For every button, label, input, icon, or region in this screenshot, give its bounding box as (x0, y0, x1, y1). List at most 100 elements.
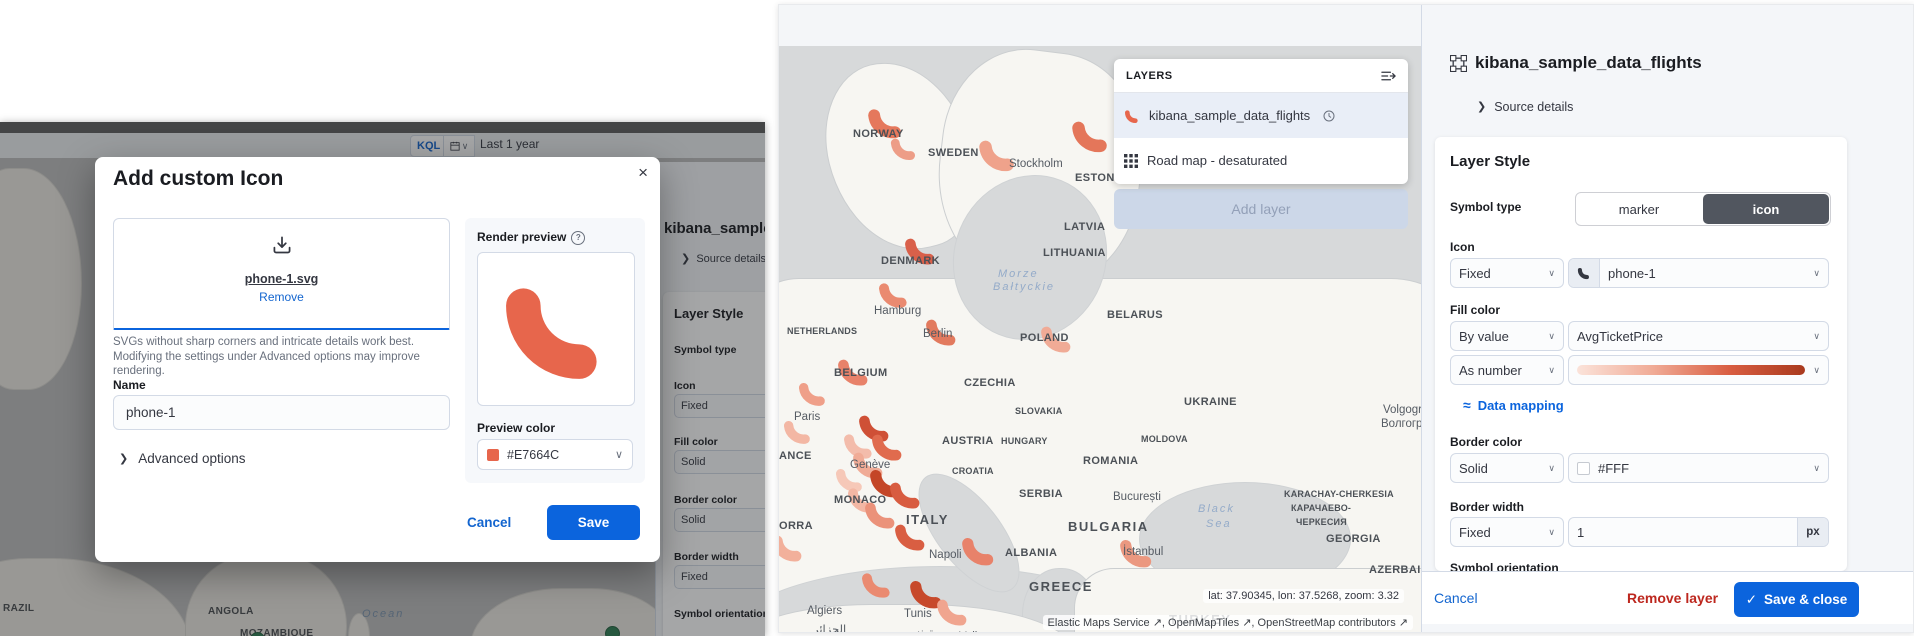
color-ramp-select[interactable]: ∨ (1568, 355, 1829, 385)
remove-file-link[interactable]: Remove (259, 290, 304, 304)
left-border-width-label: Border width (674, 551, 739, 563)
segment-marker[interactable]: marker (1618, 201, 1660, 217)
map-label: Tunis (904, 608, 932, 620)
left-layer-style-heading: Layer Style (674, 306, 744, 321)
map-label: NORWAY (853, 128, 904, 140)
map-label: KARACHAY-CHERKESIA (1284, 489, 1394, 499)
segment-icon[interactable]: icon (1703, 194, 1829, 224)
time-range-label[interactable]: Last 1 year (480, 137, 540, 151)
border-width-input[interactable]: 1 px (1568, 517, 1829, 547)
phone-marker (978, 134, 1018, 179)
left-border-width-select[interactable]: Fixed∨ (674, 565, 765, 589)
modal-save-button[interactable]: Save (547, 505, 640, 540)
phone-marker (835, 464, 865, 499)
map-label: MOLDOVA (1141, 434, 1188, 444)
map-label: CZECHIA (964, 377, 1016, 389)
uploaded-file-link[interactable]: phone-1.svg (244, 272, 319, 286)
save-and-close-button[interactable]: ✓ Save & close (1734, 582, 1859, 617)
modal-cancel-button[interactable]: Cancel (467, 515, 512, 530)
preview-color-label: Preview color (477, 421, 556, 435)
flyout-title: kibana_sample_data_flights (1450, 53, 1702, 73)
map-label: HUNGARY (1001, 436, 1048, 446)
phone-marker (867, 103, 905, 146)
map-label: SWEDEN (928, 147, 979, 159)
white-swatch (1577, 461, 1590, 475)
phone-marker (779, 530, 805, 569)
symbol-type-segmented-control[interactable]: marker icon (1575, 192, 1831, 226)
border-width-mode-select[interactable]: Fixed ∨ (1450, 517, 1564, 547)
phone-marker (894, 519, 928, 558)
map-label: BULGARIA (1068, 519, 1149, 534)
phone-marker (936, 594, 970, 632)
collapse-panel-icon[interactable] (1381, 70, 1396, 82)
source-details-toggle[interactable]: ❯ Source details (1477, 100, 1574, 114)
remove-layer-button[interactable]: Remove layer (1627, 590, 1719, 606)
border-color-select[interactable]: #FFF ∨ (1568, 453, 1829, 483)
map-label: BELARUS (1107, 309, 1163, 321)
left-border-select[interactable]: Solid∨ (674, 508, 765, 532)
map-coordinates-readout: lat: 37.90345, lon: 37.5268, zoom: 3.32 (1203, 589, 1404, 603)
preview-color-select[interactable]: #E7664C ∨ (477, 439, 633, 470)
phone-marker (878, 278, 910, 315)
map-label: UKRAINE (1184, 396, 1237, 408)
map-label: Black (1198, 503, 1235, 515)
map-label: AZERBAIJA (1369, 564, 1421, 576)
map-attribution[interactable]: Elastic Maps Service ↗, OpenMapTiles ↗, … (1042, 615, 1413, 630)
layer-settings-flyout: kibana_sample_data_flights ❯ Source detai… (1421, 5, 1913, 632)
close-icon[interactable]: × (638, 163, 648, 182)
fill-format-select[interactable]: As number ∨ (1450, 355, 1564, 385)
help-icon[interactable]: ? (571, 230, 586, 245)
flyout-cancel-button[interactable]: Cancel (1434, 590, 1478, 606)
flyout-footer: Cancel Remove layer ✓ Save & close (1422, 571, 1913, 624)
map-label: Berlin (923, 328, 953, 340)
chevron-down-icon: ∨ (614, 449, 623, 461)
phone-marker (783, 416, 813, 451)
render-preview-label: Render preview? (477, 230, 586, 245)
download-icon (273, 236, 290, 254)
fill-color-label: Fill color (1450, 303, 1501, 317)
phone-marker (843, 429, 875, 466)
advanced-options-toggle[interactable]: ❯ Advanced options (119, 451, 246, 466)
phone-preview-icon (506, 288, 597, 379)
border-mode-select[interactable]: Solid ∨ (1450, 453, 1564, 483)
fill-mode-select[interactable]: By value ∨ (1450, 321, 1564, 351)
icon-value-select[interactable]: phone-1 ∨ (1568, 258, 1829, 288)
map-label: Napoli (929, 549, 962, 561)
map-label: LITHUANIA (1043, 247, 1106, 259)
map-label: ESTONIA (1075, 172, 1127, 184)
map-label: MONACO (834, 494, 887, 506)
phone-marker (1119, 534, 1155, 575)
upload-helper-text: SVGs without sharp corners and intricate… (113, 336, 420, 377)
left-icon-select[interactable]: Fixed∨ (674, 394, 765, 418)
add-layer-button[interactable]: Add layer (1114, 189, 1408, 229)
check-icon: ✓ (1745, 591, 1757, 607)
add-custom-icon-modal: × Add custom Icon phone-1.svg Remove SVG… (95, 157, 660, 562)
map-label: DENMARK (881, 255, 941, 267)
map-label: КАРАЧАЕВО- (1291, 503, 1352, 513)
color-swatch (487, 448, 499, 461)
symbol-orientation-label: Symbol orientation (1450, 561, 1559, 571)
fill-field-select[interactable]: AvgTicketPrice ∨ (1568, 321, 1829, 351)
px-unit-chip: px (1797, 518, 1828, 546)
map-label: SERBIA (1019, 488, 1063, 500)
map-label: Morze (998, 268, 1039, 280)
layer-row-roadmap[interactable]: Road map - desaturated (1114, 138, 1408, 183)
map-label: İstanbul (1123, 546, 1164, 558)
phone-marker (925, 314, 959, 353)
icon-name-input[interactable]: phone-1 (113, 395, 450, 430)
date-picker-button[interactable]: ∨ (443, 135, 475, 157)
map-label: AUSTRIA (942, 435, 994, 447)
left-screenshot: KQL ∨ Last 1 year RAZILGUAYANGOLAMOZAMBI… (0, 122, 765, 636)
layer-row-flights[interactable]: kibana_sample_data_flights (1114, 93, 1408, 138)
left-fill-select[interactable]: Solid∨ (674, 450, 765, 474)
map-label: Valletta (959, 631, 997, 632)
file-upload-dropzone[interactable]: phone-1.svg Remove (113, 218, 450, 330)
data-mapping-link[interactable]: ≈ Data mapping (1463, 397, 1564, 413)
left-source-details[interactable]: ❯ Source details (681, 253, 765, 265)
map-label: Paris (794, 411, 821, 423)
icon-mode-select[interactable]: Fixed ∨ (1450, 258, 1564, 288)
map-label: ITALY (906, 512, 949, 527)
phone-marker (871, 429, 905, 468)
map-label: SLOVAKIA (1015, 406, 1063, 416)
